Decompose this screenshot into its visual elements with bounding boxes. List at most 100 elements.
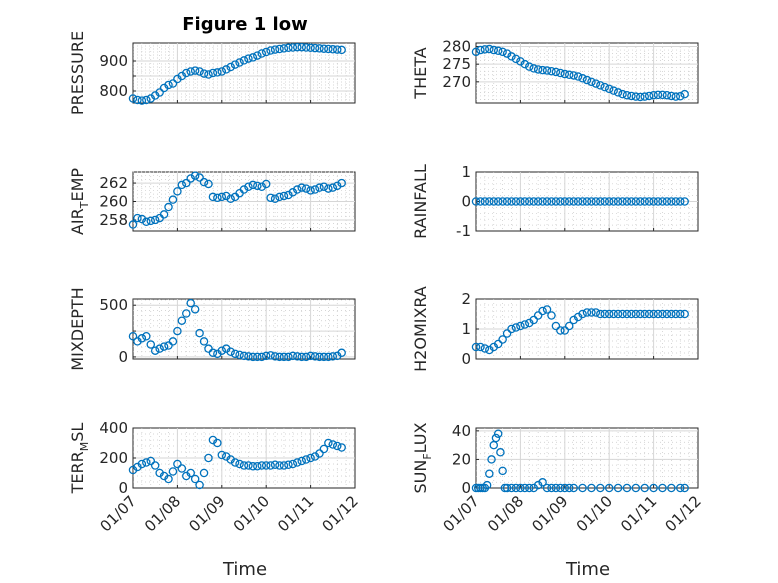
- data-point: [137, 214, 147, 224]
- y-tick-label: 0: [118, 348, 128, 366]
- y-axis-label-tail: EMP: [68, 168, 87, 202]
- x-tick-label: 01/12: [662, 492, 705, 535]
- data-point: [582, 197, 592, 206]
- data-point: [627, 309, 636, 319]
- data-point: [253, 51, 262, 60]
- data-point: [533, 65, 543, 74]
- data-point: [507, 324, 516, 334]
- data-point: [293, 458, 302, 467]
- data-point: [476, 45, 485, 55]
- y-tick-label: 280: [442, 38, 471, 56]
- data-point: [471, 47, 481, 57]
- data-point: [560, 197, 570, 206]
- data-point: [266, 351, 275, 360]
- data-point: [627, 91, 636, 101]
- data-point: [613, 483, 623, 493]
- data-point: [146, 340, 156, 349]
- y-tick-label: 40: [452, 422, 471, 440]
- y-axis-label: AIRTEMP: [68, 168, 91, 235]
- data-point: [190, 305, 200, 314]
- data-point: [493, 46, 503, 56]
- data-point: [155, 88, 164, 97]
- data-point: [547, 197, 556, 206]
- data-point: [529, 315, 538, 325]
- data-point: [600, 309, 610, 319]
- data-point: [128, 94, 138, 103]
- data-series: [471, 429, 689, 493]
- data-point: [507, 197, 516, 206]
- data-point: [662, 197, 672, 206]
- data-point: [319, 444, 329, 454]
- subplot-h2omixra: 0 1 2 H2OMIXRA: [411, 286, 699, 372]
- data-point: [493, 429, 503, 438]
- data-series: [471, 44, 689, 102]
- data-point: [301, 184, 311, 193]
- data-point: [538, 478, 547, 487]
- data-point: [658, 90, 667, 100]
- data-point: [177, 464, 187, 473]
- data-point: [511, 483, 521, 493]
- data-point: [186, 298, 195, 308]
- data-point: [168, 195, 178, 204]
- data-point: [547, 66, 556, 76]
- data-point: [261, 351, 271, 361]
- data-point: [186, 174, 195, 183]
- data-point: [582, 308, 592, 317]
- subplot-terr: 0 200 400 01/07 01/08 01/09 01/10 01/11 01/12 TER…: [68, 419, 362, 535]
- data-point: [556, 68, 565, 78]
- data-point: [516, 57, 525, 66]
- data-point: [511, 197, 521, 206]
- data-point: [332, 441, 342, 451]
- data-point: [332, 45, 342, 54]
- data-point: [542, 197, 552, 206]
- axes-box: [475, 427, 699, 489]
- data-point: [556, 197, 565, 206]
- data-point: [173, 459, 182, 469]
- data-point: [582, 75, 592, 85]
- data-point: [213, 438, 222, 448]
- data-point: [631, 483, 641, 493]
- x-axis-label-left: Time: [222, 559, 267, 580]
- data-point: [622, 197, 632, 206]
- data-point: [270, 45, 280, 54]
- y-tick-label: 400: [99, 419, 128, 437]
- data-point: [667, 309, 676, 319]
- data-point: [128, 331, 138, 341]
- data-point: [487, 455, 496, 464]
- data-point: [324, 352, 333, 362]
- data-point: [542, 66, 552, 75]
- y-tick-label: 0: [461, 350, 471, 368]
- data-point: [631, 197, 641, 206]
- data-point: [190, 171, 200, 180]
- data-point: [671, 197, 681, 206]
- y-axis-label: MIXDEPTH: [68, 287, 87, 370]
- data-point: [596, 483, 605, 493]
- data-point: [636, 197, 645, 206]
- data-point: [217, 346, 227, 355]
- data-point: [137, 96, 147, 105]
- data-point: [248, 352, 258, 362]
- data-point: [538, 306, 547, 316]
- data-point: [177, 180, 187, 190]
- data-point: [507, 52, 516, 61]
- data-point: [649, 90, 658, 100]
- data-point: [168, 467, 178, 476]
- data-point: [221, 191, 231, 201]
- x-tick-label: 01/11: [274, 492, 317, 535]
- data-point: [190, 66, 200, 75]
- data-point: [502, 483, 512, 493]
- data-point: [199, 69, 209, 78]
- y-tick-label: 260: [99, 193, 128, 211]
- data-point: [328, 183, 338, 192]
- data-point: [533, 197, 543, 206]
- data-point: [667, 91, 676, 101]
- data-point: [671, 92, 681, 101]
- x-tick-label: 01/09: [185, 492, 228, 535]
- data-point: [275, 461, 284, 470]
- data-point: [288, 43, 298, 52]
- y-tick-label: 262: [99, 174, 128, 192]
- data-point: [529, 197, 538, 206]
- data-point: [244, 352, 253, 361]
- data-point: [328, 352, 338, 361]
- data-point: [137, 334, 147, 343]
